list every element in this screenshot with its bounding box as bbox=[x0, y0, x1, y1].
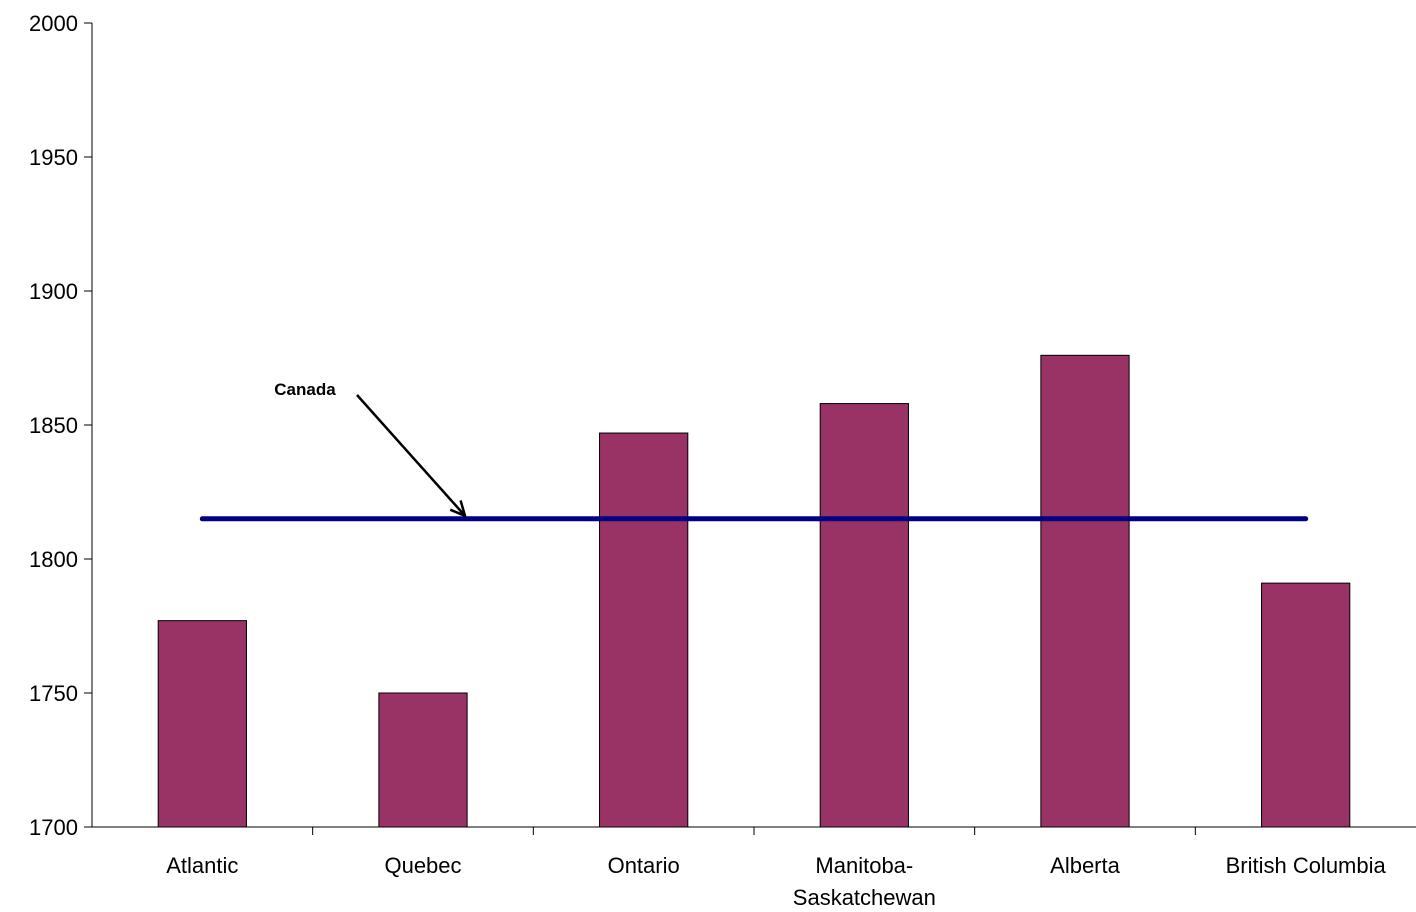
y-tick-label: 1900 bbox=[29, 279, 78, 304]
bar-quebec bbox=[378, 692, 468, 828]
x-category-label: British Columbia bbox=[1226, 853, 1387, 878]
axes-group bbox=[91, 23, 1416, 828]
y-tick-label: 1950 bbox=[29, 145, 78, 170]
y-ticks-group: 1700 1750 1800 1850 1900 1950 2000 bbox=[29, 11, 92, 840]
annotation-arrowhead bbox=[449, 500, 467, 518]
bar-alberta bbox=[1040, 354, 1130, 828]
reference-line-group: Canada bbox=[199, 380, 1309, 522]
bar-manitoba-saskatchewan bbox=[819, 403, 909, 828]
x-category-label: Alberta bbox=[1050, 853, 1120, 878]
bars-group bbox=[157, 354, 1351, 828]
x-category-label: Manitoba-Saskatchewan bbox=[793, 853, 936, 910]
annotation-arrow-line bbox=[356, 394, 466, 517]
y-tick-label: 1700 bbox=[29, 815, 78, 840]
bar-british-columbia bbox=[1261, 582, 1351, 828]
y-tick-label: 1850 bbox=[29, 413, 78, 438]
canada-annotation-label: Canada bbox=[274, 380, 336, 399]
x-category-label: Ontario bbox=[608, 853, 680, 878]
bar-ontario bbox=[599, 432, 689, 828]
x-labels-group: Atlantic Quebec Ontario Manitoba-Saskatchew… bbox=[166, 827, 1387, 910]
bar-atlantic bbox=[157, 620, 247, 828]
x-category-label: Atlantic bbox=[166, 853, 238, 878]
y-tick-label: 1750 bbox=[29, 681, 78, 706]
y-tick-label: 1800 bbox=[29, 547, 78, 572]
x-category-label: Quebec bbox=[384, 853, 461, 878]
y-tick-label: 2000 bbox=[29, 11, 78, 36]
